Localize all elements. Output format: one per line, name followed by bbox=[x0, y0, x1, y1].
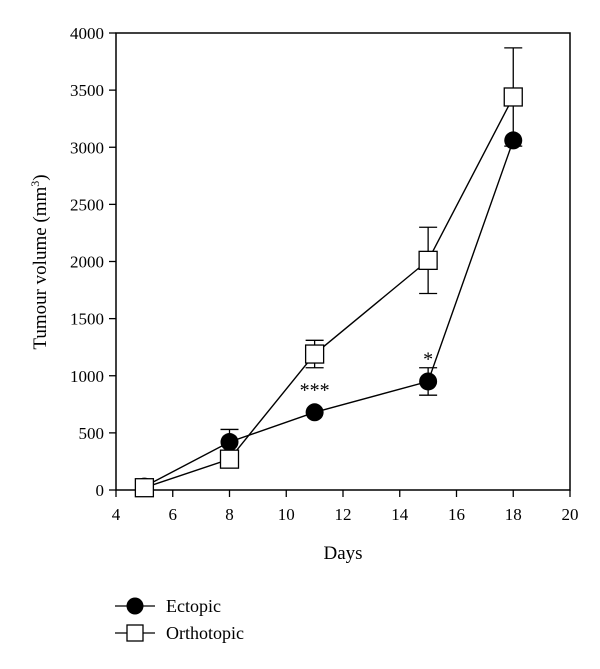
legend-marker-ectopic bbox=[126, 597, 144, 615]
x-tick-label: 6 bbox=[169, 505, 178, 524]
y-axis-ticks: 0 500 1000 1500 2000 2500 3000 3500 4000 bbox=[70, 24, 116, 500]
x-tick-label: 16 bbox=[448, 505, 465, 524]
y-tick-label: 0 bbox=[96, 481, 105, 500]
y-tick-label: 2500 bbox=[70, 195, 104, 214]
y-axis-label-sup: 3 bbox=[28, 181, 42, 187]
data-point-ectopic bbox=[220, 433, 239, 452]
series-orthotopic bbox=[134, 47, 523, 498]
y-tick-label: 500 bbox=[79, 424, 105, 443]
x-tick-label: 20 bbox=[562, 505, 579, 524]
y-tick-label: 1500 bbox=[70, 310, 104, 329]
y-tick-label: 1000 bbox=[70, 367, 104, 386]
data-point-orthotopic bbox=[134, 478, 155, 498]
annotation-layer: **** bbox=[300, 348, 434, 401]
legend: Ectopic Orthotopic bbox=[115, 596, 244, 643]
plot-frame bbox=[115, 32, 571, 491]
legend-item-orthotopic: Orthotopic bbox=[115, 623, 244, 643]
x-tick-label: 4 bbox=[112, 505, 121, 524]
series-ectopic bbox=[135, 131, 523, 496]
x-tick-label: 12 bbox=[335, 505, 352, 524]
y-tick-label: 3000 bbox=[70, 138, 104, 157]
series-layer bbox=[134, 47, 523, 498]
x-tick-label: 10 bbox=[278, 505, 295, 524]
series-line-orthotopic bbox=[144, 96, 514, 489]
y-axis-label-main: Tumour volume (mm bbox=[30, 186, 51, 349]
data-point-orthotopic bbox=[418, 250, 438, 271]
y-tick-label: 4000 bbox=[70, 24, 104, 43]
data-point-ectopic bbox=[419, 372, 438, 391]
legend-item-ectopic: Ectopic bbox=[115, 596, 221, 616]
legend-label-ectopic: Ectopic bbox=[166, 596, 221, 616]
y-tick-label: 3500 bbox=[70, 81, 104, 100]
significance-marker: * bbox=[423, 348, 433, 370]
y-axis-label-close: ) bbox=[30, 174, 51, 180]
x-axis-label: Days bbox=[323, 543, 362, 564]
series-line-ectopic bbox=[144, 140, 514, 488]
x-tick-label: 8 bbox=[225, 505, 234, 524]
legend-marker-orthotopic bbox=[126, 624, 144, 642]
legend-label-orthotopic: Orthotopic bbox=[166, 623, 244, 643]
y-axis-label: Tumour volume (mm3) bbox=[28, 174, 51, 349]
y-tick-label: 2000 bbox=[70, 253, 104, 272]
data-point-ectopic bbox=[305, 403, 324, 422]
x-tick-label: 14 bbox=[391, 505, 409, 524]
data-point-orthotopic bbox=[304, 344, 325, 364]
significance-marker: *** bbox=[300, 379, 330, 401]
x-tick-label: 18 bbox=[505, 505, 522, 524]
data-point-orthotopic bbox=[219, 449, 240, 469]
data-point-orthotopic bbox=[503, 87, 523, 107]
x-axis-ticks: 4 6 8 10 12 14 16 18 20 bbox=[112, 490, 579, 524]
